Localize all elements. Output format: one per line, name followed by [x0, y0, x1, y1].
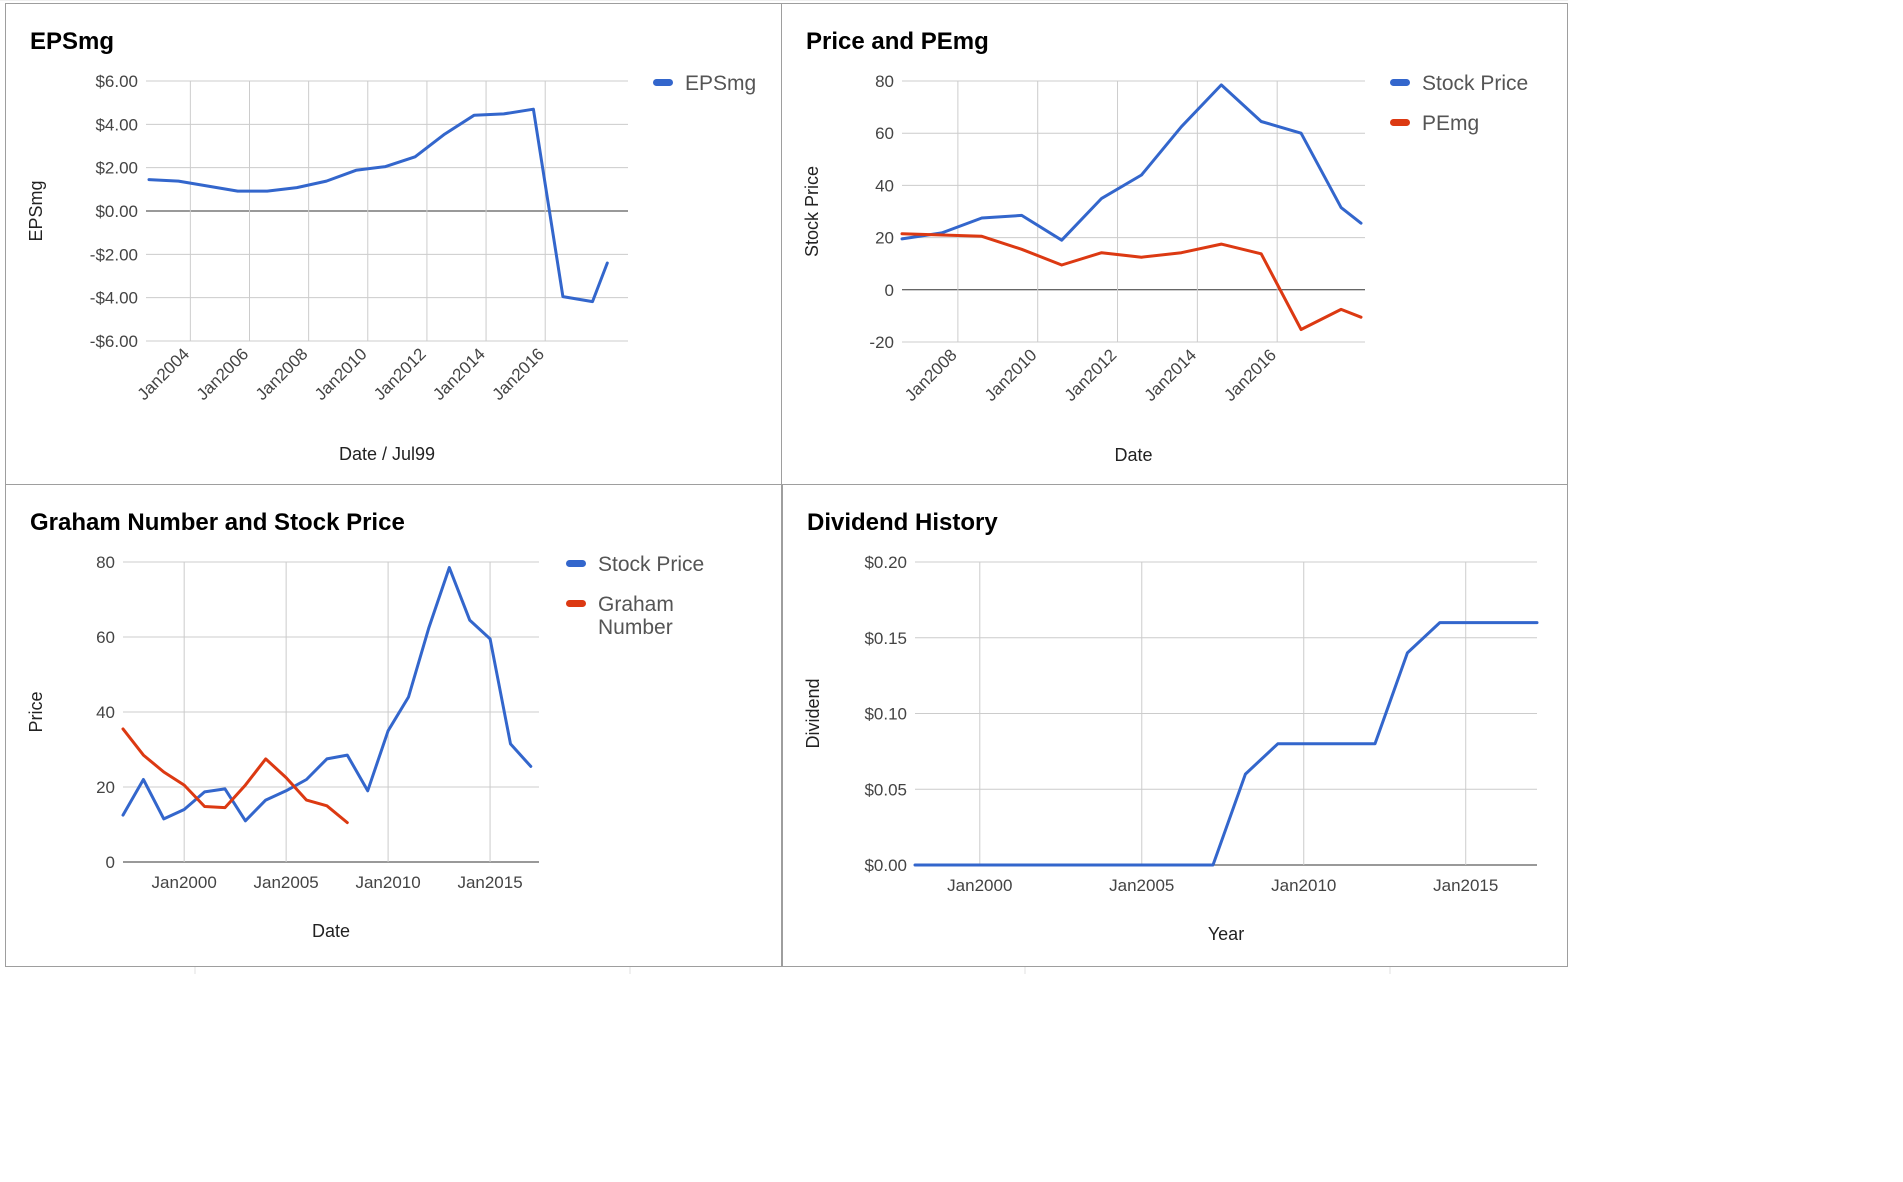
chart-panel-dividend-history[interactable]: Dividend History $0.20 $0.15 $0.10 $0.05 $0.…	[782, 484, 1568, 967]
series-line-0[interactable]	[147, 107, 609, 304]
y-tick-label: 80	[875, 72, 894, 91]
x-tick-label: Jan2008	[901, 345, 961, 405]
legend-label: Graham Number	[598, 593, 674, 639]
x-tick-label: Jan2000	[152, 873, 217, 892]
x-tick-label: Jan2016	[1220, 345, 1280, 405]
x-tick-label: Jan2014	[1141, 345, 1201, 405]
legend-swatch	[1390, 79, 1410, 86]
y-tick-label: $0.15	[864, 629, 907, 648]
y-tick-label: -20	[869, 333, 894, 352]
x-tick-label: Jan2015	[457, 873, 522, 892]
legend-swatch	[653, 79, 673, 86]
y-tick-label: $0.20	[864, 553, 907, 572]
x-tick-label: Jan2010	[311, 344, 371, 404]
y-tick-label: 60	[875, 124, 894, 143]
chart-svg: $6.00$4.00$2.00$0.00-$2.00-$4.00-$6.00Ja…	[26, 72, 756, 464]
chart-svg: 80 60 40 20 0 -20 Jan2008 Jan2010 Jan2012 Jan2014…	[802, 72, 1528, 465]
chart-title: Price and PEmg	[806, 28, 989, 55]
x-tick-label: Jan2016	[488, 344, 548, 404]
x-tick-label: Jan2010	[355, 873, 420, 892]
x-tick-label: Jan2008	[252, 344, 312, 404]
chart-panel-epsmg[interactable]: EPSmg $6.00 $4.00 $2.00 $0.00 -$2.00 -$4.00 -$…	[5, 3, 782, 485]
x-tick-label: Jan2012	[370, 344, 430, 404]
x-tick-label: Jan2012	[1061, 345, 1121, 405]
x-tick-label: Jan2015	[1433, 876, 1498, 895]
x-axis-title: Date	[1114, 445, 1152, 465]
y-tick-label: 40	[875, 176, 894, 195]
y-tick-label: 0	[106, 853, 115, 872]
y-tick-label: 80	[96, 553, 115, 572]
x-axis-title: Date / Jul99	[339, 444, 435, 464]
legend-label: Stock Price	[1422, 72, 1528, 95]
chart-title: EPSmg	[30, 28, 115, 55]
chart-panel-price-pemg[interactable]: Price and PEmg 80 60 40 20 0 -20 Jan2008 Jan201…	[781, 3, 1568, 485]
y-tick-label: 0	[885, 281, 894, 300]
legend-label: Stock Price	[598, 553, 704, 576]
y-axis-title: Dividend	[803, 678, 823, 748]
series-line-0[interactable]	[121, 566, 533, 823]
legend-swatch	[566, 600, 586, 607]
x-tick-label: Jan2006	[193, 344, 253, 404]
spreadsheet-gridlines	[0, 0, 1568, 974]
y-tick-label: -$2.00	[90, 245, 138, 264]
x-tick-label: Jan2000	[947, 876, 1012, 895]
y-tick-label: 20	[96, 778, 115, 797]
y-tick-label: 40	[96, 703, 115, 722]
chart-svg: $0.20 $0.15 $0.10 $0.05 $0.00 Jan2000 Jan2005 J…	[803, 553, 1539, 944]
x-axis-title: Year	[1208, 924, 1244, 944]
y-tick-label: -$4.00	[90, 289, 138, 308]
y-tick-label: $0.00	[864, 856, 907, 875]
y-axis-title: Stock Price	[802, 166, 822, 257]
y-tick-label: $0.00	[95, 202, 138, 221]
series-line-1[interactable]	[121, 727, 349, 825]
x-tick-label: Jan2005	[1109, 876, 1174, 895]
chart-title: Graham Number and Stock Price	[30, 509, 405, 536]
x-tick-label: Jan2010	[1271, 876, 1336, 895]
y-tick-label: $4.00	[95, 115, 138, 134]
y-tick-label: -$6.00	[90, 332, 138, 351]
x-tick-label: Jan2004	[134, 344, 194, 404]
y-tick-label: $2.00	[95, 159, 138, 178]
y-tick-label: 20	[875, 229, 894, 248]
chart-panel-graham-number[interactable]: Graham Number and Stock Price 80 60 40 20 0 J…	[5, 484, 782, 967]
series-line-1[interactable]	[900, 232, 1363, 331]
y-axis-title: EPSmg	[26, 180, 46, 241]
x-tick-label: Jan2014	[429, 344, 489, 404]
x-tick-label: Jan2005	[254, 873, 319, 892]
series-line-0[interactable]	[900, 83, 1363, 242]
y-tick-label: $0.05	[864, 780, 907, 799]
legend-swatch	[566, 560, 586, 567]
x-tick-label: Jan2010	[981, 345, 1041, 405]
x-axis-title: Date	[312, 921, 350, 941]
y-tick-label: $6.00	[95, 72, 138, 91]
y-tick-label: $0.10	[864, 705, 907, 724]
legend-swatch	[1390, 119, 1410, 126]
legend-label: EPSmg	[685, 72, 756, 95]
y-tick-label: 60	[96, 628, 115, 647]
y-axis-title: Price	[26, 691, 46, 732]
chart-svg: 80 60 40 20 0 Jan2000 Jan2005 Jan2010 Jan2015 Dat…	[26, 553, 704, 941]
legend-label: PEmg	[1422, 112, 1479, 135]
chart-title: Dividend History	[807, 509, 998, 536]
series-line-0[interactable]	[913, 621, 1539, 867]
